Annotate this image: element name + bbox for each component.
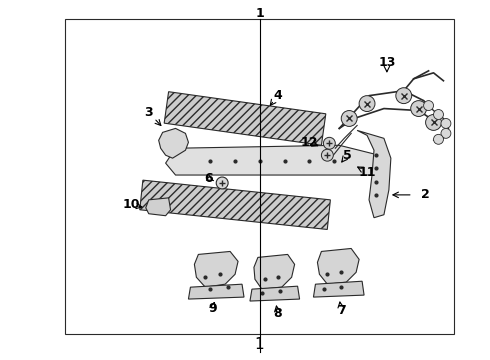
Text: 2: 2 [421,188,430,201]
Circle shape [434,134,443,144]
Circle shape [441,129,451,138]
Circle shape [341,111,357,126]
Text: 13: 13 [378,57,395,69]
Circle shape [359,96,375,112]
Circle shape [441,118,451,129]
Polygon shape [166,145,379,175]
Polygon shape [164,92,326,145]
Polygon shape [146,198,171,216]
Polygon shape [195,251,238,287]
Text: 11: 11 [358,166,376,179]
Circle shape [323,137,335,149]
Text: 3: 3 [145,106,153,119]
Text: 6: 6 [204,171,213,185]
Text: 12: 12 [301,136,318,149]
Circle shape [411,100,427,117]
Circle shape [396,88,412,104]
Polygon shape [318,248,359,284]
Polygon shape [159,129,189,158]
Text: 1: 1 [255,7,264,20]
Polygon shape [189,284,244,299]
Text: 9: 9 [208,302,217,315]
Circle shape [424,100,434,111]
Polygon shape [254,255,294,289]
Text: 1: 1 [255,337,265,352]
Polygon shape [314,281,364,297]
Bar [65,19,454,334]
Polygon shape [250,286,299,301]
Text: 7: 7 [337,305,345,318]
Text: 10: 10 [122,198,140,211]
Polygon shape [140,180,330,229]
Text: 8: 8 [273,307,282,320]
Circle shape [426,114,441,130]
Circle shape [434,109,443,120]
Text: 5: 5 [343,149,352,162]
Circle shape [321,149,333,161]
Circle shape [216,177,228,189]
Text: 4: 4 [273,89,282,102]
Polygon shape [357,130,391,218]
